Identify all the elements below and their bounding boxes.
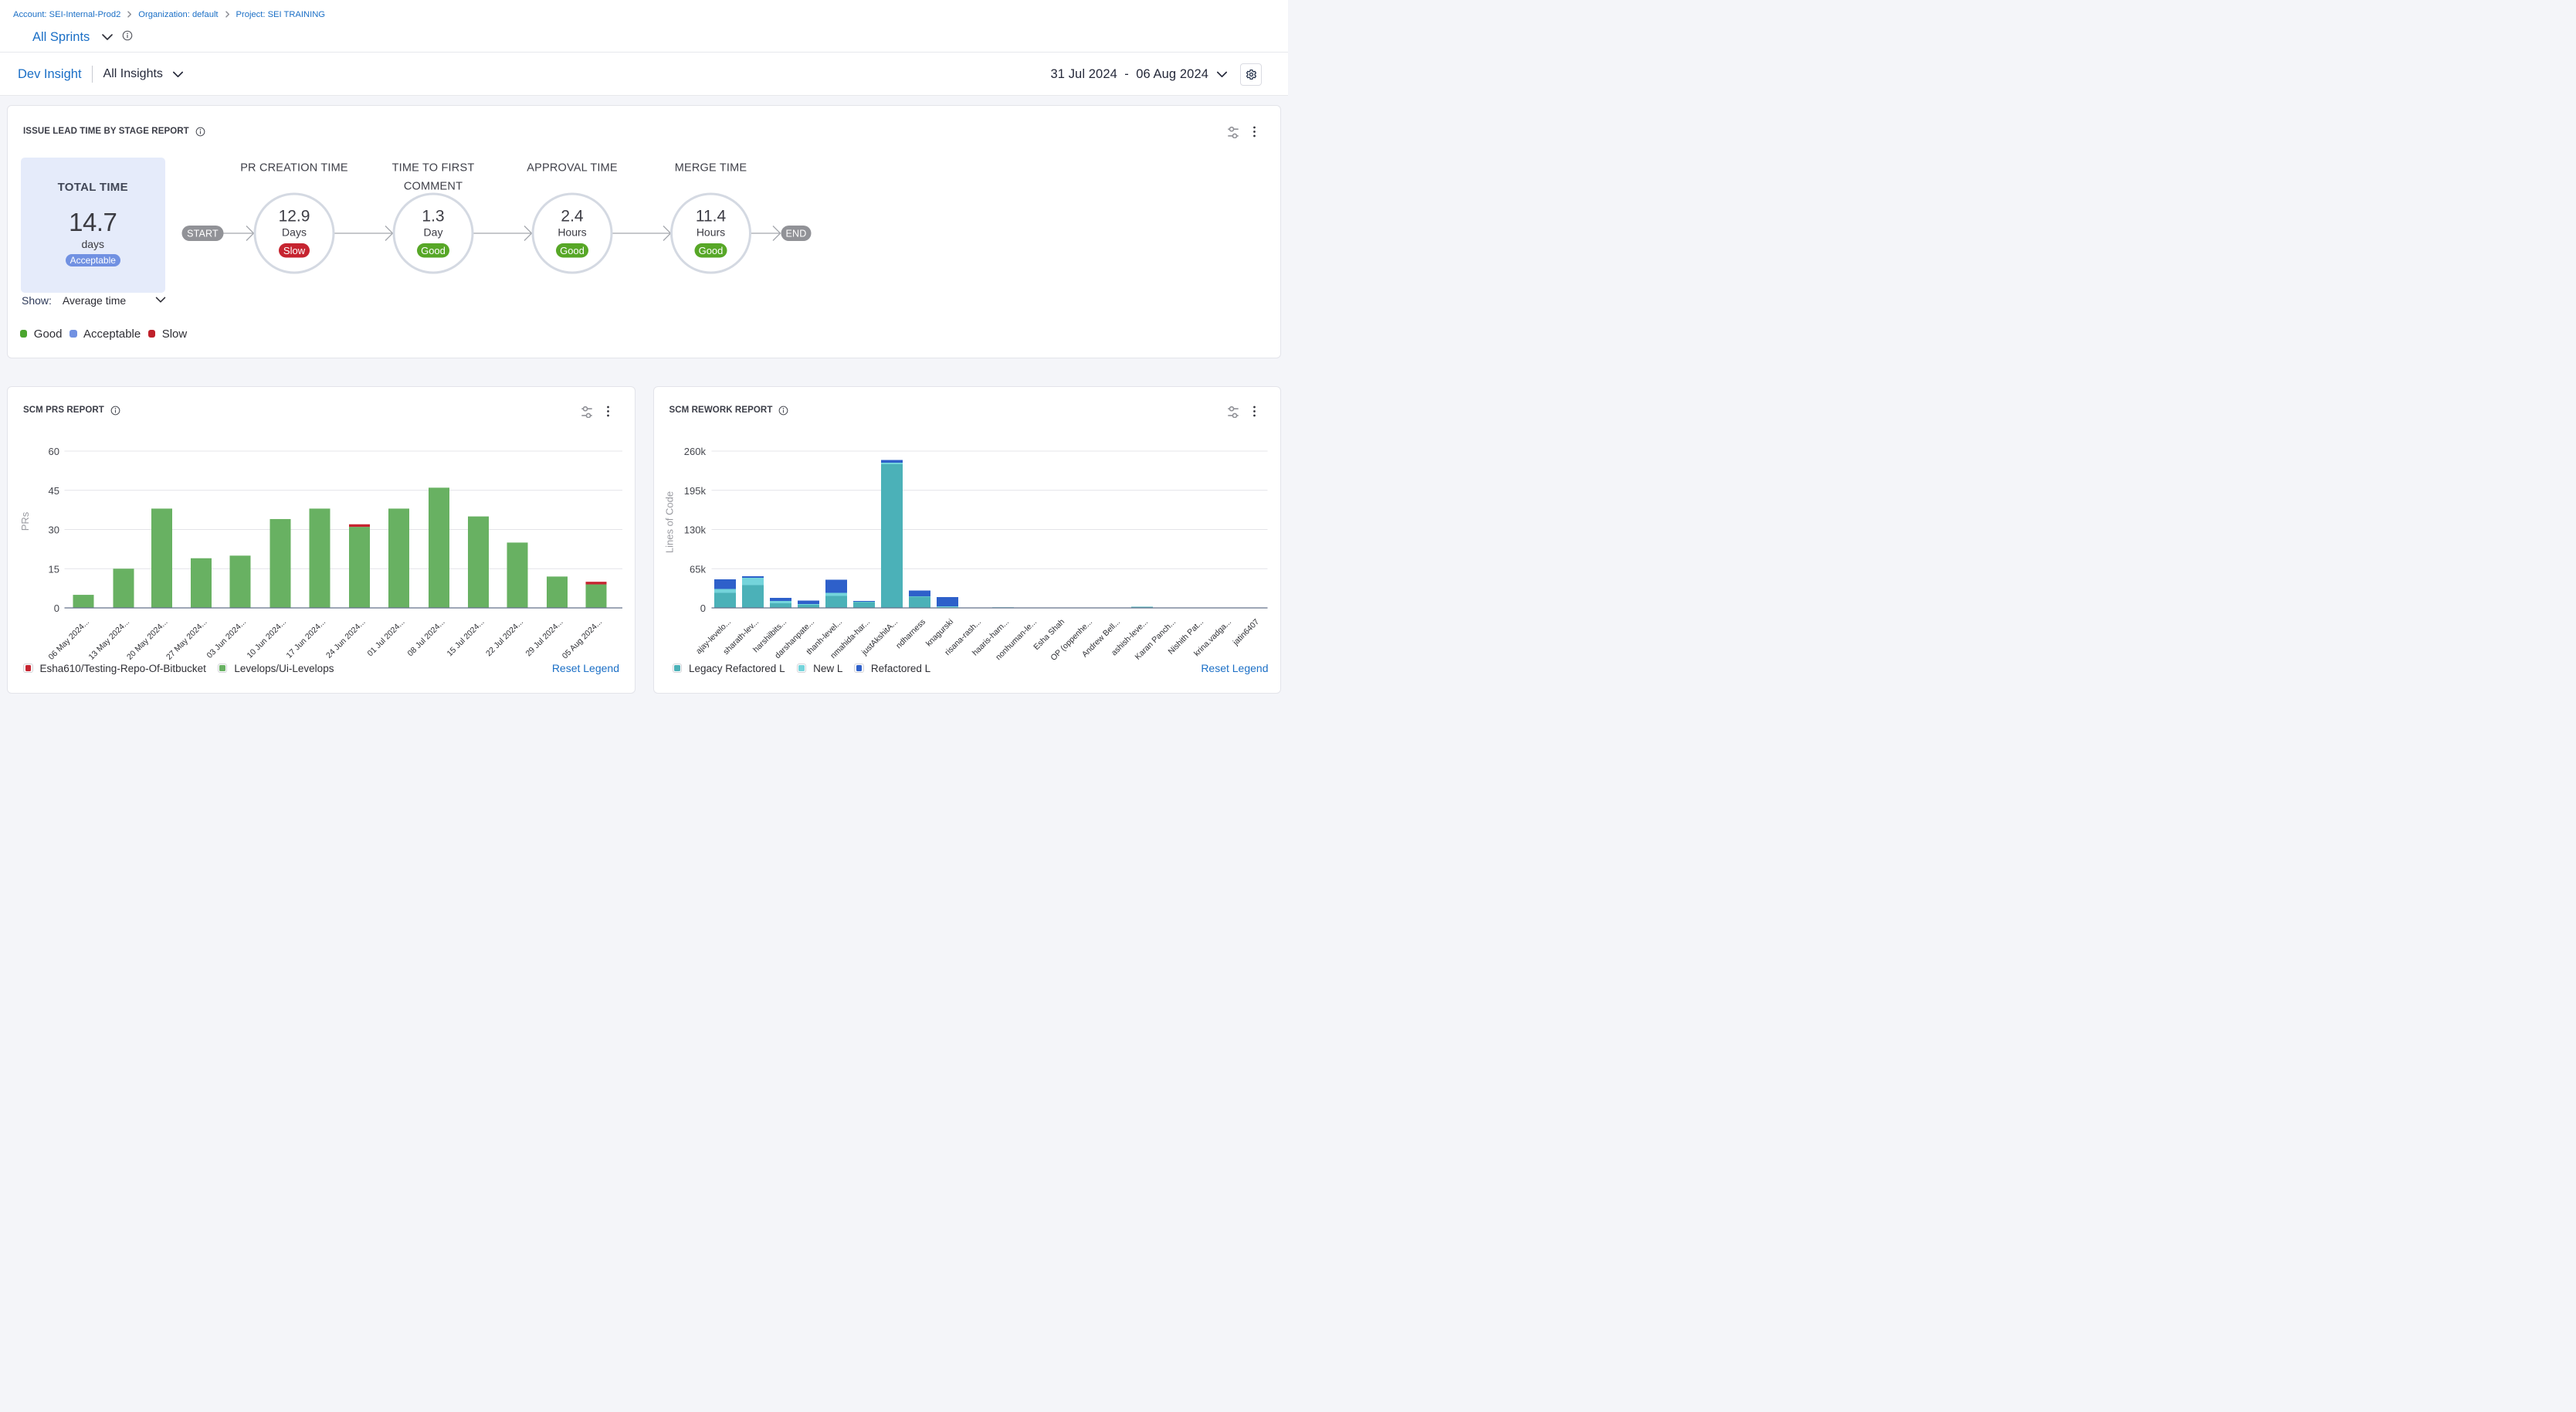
svg-text:130k: 130k [683, 524, 706, 536]
svg-text:260k: 260k [683, 446, 706, 457]
svg-text:Lines of Code: Lines of Code [663, 491, 675, 553]
svg-text:2.4: 2.4 [561, 207, 584, 225]
svg-text:11.4: 11.4 [696, 207, 727, 225]
svg-text:29 Jul 2024...: 29 Jul 2024... [524, 617, 565, 658]
svg-text:17 Jun 2024...: 17 Jun 2024... [285, 617, 328, 660]
svg-text:Days: Days [282, 226, 307, 238]
svg-text:Good: Good [560, 244, 585, 256]
svg-text:05 Aug 2024...: 05 Aug 2024... [561, 617, 604, 660]
svg-text:Good: Good [421, 244, 446, 256]
svg-text:27 May 2024...: 27 May 2024... [164, 617, 209, 662]
svg-text:ndharness: ndharness [893, 617, 927, 650]
svg-text:Slow: Slow [283, 244, 306, 256]
svg-text:COMMENT: COMMENT [404, 180, 463, 192]
svg-text:15 Jul 2024...: 15 Jul 2024... [446, 617, 486, 658]
svg-text:12.9: 12.9 [279, 207, 310, 225]
svg-text:0: 0 [54, 602, 59, 614]
svg-text:195k: 195k [683, 485, 706, 497]
svg-text:1.3: 1.3 [422, 207, 444, 225]
svg-text:06 May 2024...: 06 May 2024... [47, 617, 92, 662]
svg-text:22 Jul 2024...: 22 Jul 2024... [484, 617, 525, 658]
svg-text:Hours: Hours [558, 226, 586, 238]
svg-text:Good: Good [699, 244, 724, 256]
svg-text:MERGE TIME: MERGE TIME [675, 161, 747, 174]
svg-text:45: 45 [49, 485, 59, 497]
svg-text:jatin6407: jatin6407 [1230, 617, 1260, 647]
svg-text:30: 30 [49, 524, 59, 536]
svg-text:10 Jun 2024...: 10 Jun 2024... [246, 617, 289, 660]
svg-text:01 Jul 2024...: 01 Jul 2024... [366, 617, 407, 658]
svg-text:15: 15 [49, 563, 59, 575]
svg-text:TIME TO FIRST: TIME TO FIRST [392, 161, 475, 174]
svg-text:APPROVAL TIME: APPROVAL TIME [527, 161, 618, 174]
svg-text:03 Jun 2024...: 03 Jun 2024... [205, 617, 249, 660]
svg-text:Hours: Hours [697, 226, 725, 238]
svg-text:0: 0 [700, 602, 705, 614]
svg-text:08 Jul 2024...: 08 Jul 2024... [406, 617, 447, 658]
svg-text:Day: Day [424, 226, 443, 238]
svg-text:PRs: PRs [19, 511, 31, 531]
svg-text:20 May 2024...: 20 May 2024... [125, 617, 170, 662]
svg-text:START: START [187, 228, 219, 239]
svg-text:END: END [786, 228, 807, 239]
svg-text:24 Jun 2024...: 24 Jun 2024... [324, 617, 368, 660]
svg-text:65k: 65k [690, 563, 706, 575]
svg-text:PR CREATION TIME: PR CREATION TIME [240, 161, 348, 174]
svg-text:60: 60 [49, 446, 59, 457]
